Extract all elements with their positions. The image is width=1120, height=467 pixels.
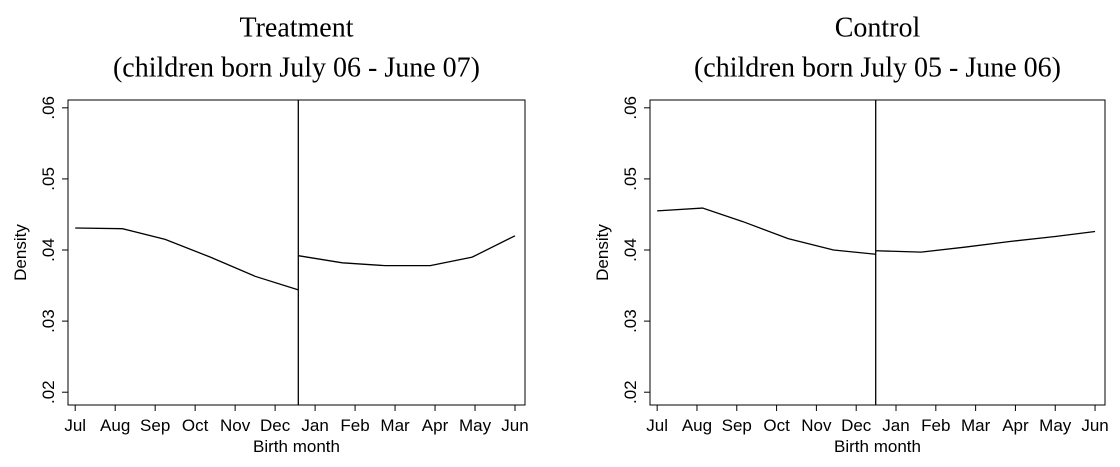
plot-frame (649, 99, 1106, 406)
y-axis-label: Density (593, 224, 612, 281)
y-tick-label: .04 (621, 238, 640, 262)
y-tick-label: .04 (39, 238, 58, 262)
x-tick-label: Nov (220, 416, 251, 435)
y-tick-label: .02 (621, 380, 640, 404)
x-tick-label: Sep (722, 416, 752, 435)
x-tick-label: Oct (763, 416, 790, 435)
x-tick-label: Jan (301, 416, 328, 435)
chart-title: (children born July 06 - June 07) (113, 52, 480, 83)
x-tick-label: Jun (501, 416, 528, 435)
x-tick-label: Nov (801, 416, 832, 435)
chart-title: Control (835, 12, 921, 43)
density-line (75, 227, 299, 291)
x-tick-label: Oct (182, 416, 209, 435)
x-axis-label: Birth month (253, 437, 340, 456)
x-tick-label: Sep (140, 416, 170, 435)
x-tick-label: May (459, 416, 492, 435)
x-tick-label: Jun (1081, 416, 1108, 435)
density-line (657, 207, 876, 255)
x-tick-label: Dec (841, 416, 872, 435)
x-tick-label: Jul (64, 416, 86, 435)
chart-title: (children born July 05 - June 06) (694, 52, 1061, 83)
x-tick-label: Mar (961, 416, 991, 435)
y-tick-label: .03 (39, 309, 58, 333)
plot-frame (67, 99, 526, 406)
x-tick-label: Feb (340, 416, 369, 435)
y-axis-label: Density (11, 224, 30, 281)
x-tick-label: Feb (921, 416, 950, 435)
x-tick-label: Apr (422, 416, 449, 435)
y-tick-label: .03 (621, 309, 640, 333)
chart-title: Treatment (239, 12, 353, 43)
x-tick-label: Jul (646, 416, 668, 435)
x-tick-label: Aug (682, 416, 712, 435)
x-tick-label: Jan (882, 416, 909, 435)
x-tick-label: Aug (100, 416, 130, 435)
density-line (298, 235, 516, 267)
x-tick-label: May (1039, 416, 1072, 435)
x-tick-label: Dec (260, 416, 291, 435)
x-axis-label: Birth month (834, 437, 921, 456)
density-line (875, 230, 1096, 253)
y-tick-label: .05 (39, 167, 58, 191)
y-tick-label: .02 (39, 380, 58, 404)
y-tick-label: .05 (621, 167, 640, 191)
y-tick-label: .06 (39, 96, 58, 120)
y-tick-label: .06 (621, 96, 640, 120)
x-tick-label: Apr (1002, 416, 1029, 435)
x-tick-label: Mar (380, 416, 410, 435)
